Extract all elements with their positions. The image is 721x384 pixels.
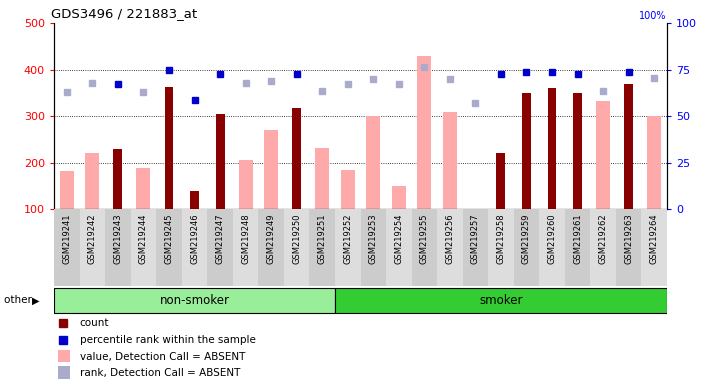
Bar xyxy=(131,209,156,286)
Text: GSM219242: GSM219242 xyxy=(88,213,97,264)
Bar xyxy=(190,191,199,209)
Bar xyxy=(547,88,557,209)
Bar xyxy=(392,186,406,209)
Text: other: other xyxy=(4,295,35,306)
Bar xyxy=(443,111,457,209)
Text: value, Detection Call = ABSENT: value, Detection Call = ABSENT xyxy=(80,352,245,362)
Bar xyxy=(292,108,301,209)
Text: GSM219245: GSM219245 xyxy=(164,213,174,264)
Bar xyxy=(386,209,412,286)
Text: GSM219261: GSM219261 xyxy=(573,213,582,264)
Text: GSM219263: GSM219263 xyxy=(624,213,633,264)
Bar xyxy=(565,209,590,286)
Bar xyxy=(522,93,531,209)
Text: GSM219260: GSM219260 xyxy=(547,213,557,264)
Bar xyxy=(596,101,610,209)
Bar xyxy=(79,209,105,286)
Text: ▶: ▶ xyxy=(32,295,40,306)
Text: smoker: smoker xyxy=(479,294,523,307)
Bar xyxy=(113,149,123,209)
Text: GSM219251: GSM219251 xyxy=(318,213,327,264)
Bar xyxy=(208,209,233,286)
Text: GSM219264: GSM219264 xyxy=(650,213,659,264)
Bar xyxy=(647,116,661,209)
Bar xyxy=(58,366,69,379)
Text: GSM219255: GSM219255 xyxy=(420,213,429,264)
Text: GSM219247: GSM219247 xyxy=(216,213,224,264)
Text: GDS3496 / 221883_at: GDS3496 / 221883_at xyxy=(51,7,197,20)
Text: GSM219262: GSM219262 xyxy=(598,213,608,264)
Bar xyxy=(573,93,582,209)
Text: GSM219244: GSM219244 xyxy=(139,213,148,264)
Bar xyxy=(513,209,539,286)
Bar xyxy=(335,288,667,313)
Bar xyxy=(624,84,633,209)
Bar xyxy=(85,154,99,209)
Bar xyxy=(136,168,151,209)
Bar xyxy=(54,209,79,286)
Bar xyxy=(258,209,284,286)
Text: GSM219246: GSM219246 xyxy=(190,213,199,264)
Bar xyxy=(315,148,329,209)
Bar xyxy=(264,130,278,209)
Bar xyxy=(60,170,74,209)
Text: GSM219253: GSM219253 xyxy=(368,213,378,264)
Bar xyxy=(341,170,355,209)
Bar xyxy=(105,209,131,286)
Text: GSM219259: GSM219259 xyxy=(522,213,531,264)
Bar xyxy=(488,209,514,286)
Bar xyxy=(412,209,437,286)
Bar xyxy=(590,209,616,286)
Bar xyxy=(417,56,431,209)
Bar xyxy=(642,209,667,286)
Bar xyxy=(164,87,174,209)
Text: 100%: 100% xyxy=(640,11,667,21)
Bar xyxy=(309,209,335,286)
Bar xyxy=(284,209,309,286)
Text: GSM219243: GSM219243 xyxy=(113,213,123,264)
Text: GSM219249: GSM219249 xyxy=(267,213,275,264)
Text: count: count xyxy=(80,318,110,328)
Bar xyxy=(216,114,224,209)
Bar xyxy=(360,209,386,286)
Text: rank, Detection Call = ABSENT: rank, Detection Call = ABSENT xyxy=(80,368,240,378)
Bar xyxy=(437,209,463,286)
Text: GSM219254: GSM219254 xyxy=(394,213,403,264)
Bar xyxy=(156,209,182,286)
Text: GSM219256: GSM219256 xyxy=(446,213,454,264)
Bar xyxy=(616,209,642,286)
Bar xyxy=(54,288,335,313)
Bar xyxy=(497,154,505,209)
Text: GSM219258: GSM219258 xyxy=(497,213,505,264)
Text: percentile rank within the sample: percentile rank within the sample xyxy=(80,335,256,345)
Bar xyxy=(182,209,208,286)
Text: GSM219241: GSM219241 xyxy=(62,213,71,264)
Bar xyxy=(539,209,565,286)
Text: GSM219257: GSM219257 xyxy=(471,213,480,264)
Text: GSM219248: GSM219248 xyxy=(241,213,250,264)
Text: non-smoker: non-smoker xyxy=(159,294,229,307)
Text: GSM219252: GSM219252 xyxy=(343,213,353,264)
Bar xyxy=(233,209,258,286)
Bar xyxy=(58,350,69,362)
Bar xyxy=(463,209,488,286)
Bar xyxy=(366,116,380,209)
Bar xyxy=(239,161,252,209)
Bar xyxy=(335,209,360,286)
Text: GSM219250: GSM219250 xyxy=(292,213,301,264)
